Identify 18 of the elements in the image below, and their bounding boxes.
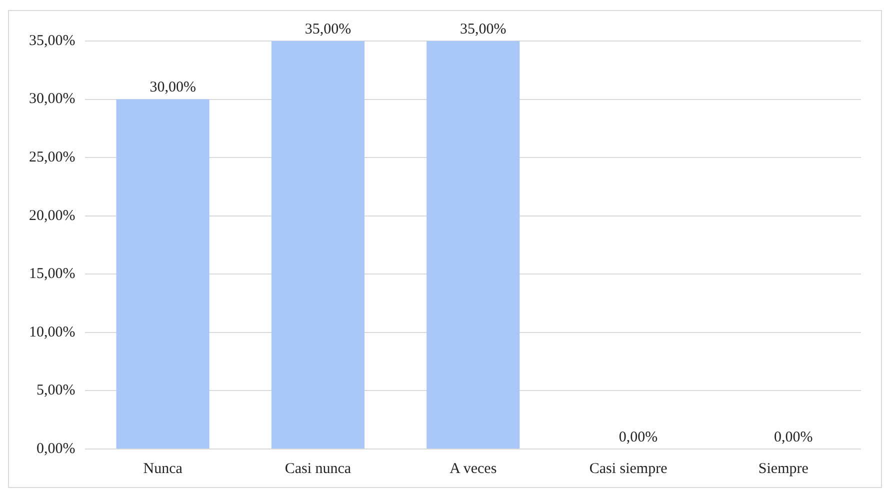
- data-label: 35,00%: [304, 21, 352, 38]
- data-label: 0,00%: [774, 429, 813, 446]
- y-tick-label: 35,00%: [28, 32, 76, 49]
- y-tick-label: 5,00%: [36, 382, 76, 399]
- y-tick-label: 20,00%: [28, 208, 76, 224]
- y-tick-label: 15,00%: [28, 266, 76, 282]
- data-label: 30,00%: [150, 80, 196, 96]
- x-tick-label: Nunca: [143, 460, 183, 477]
- y-tick-label: 10,00%: [28, 324, 76, 340]
- y-tick-label: 25,00%: [28, 150, 76, 166]
- y-tick-label: 30,00%: [28, 91, 76, 108]
- x-tick-label: A veces: [450, 460, 497, 477]
- x-tick-label: Siempre: [758, 460, 809, 477]
- data-label: 0,00%: [618, 429, 658, 446]
- x-tick-label: Casi siempre: [589, 460, 668, 477]
- y-tick-label: 0,00%: [36, 440, 76, 457]
- x-tick-label: Casi nunca: [284, 460, 352, 477]
- data-label: 35,00%: [460, 21, 506, 38]
